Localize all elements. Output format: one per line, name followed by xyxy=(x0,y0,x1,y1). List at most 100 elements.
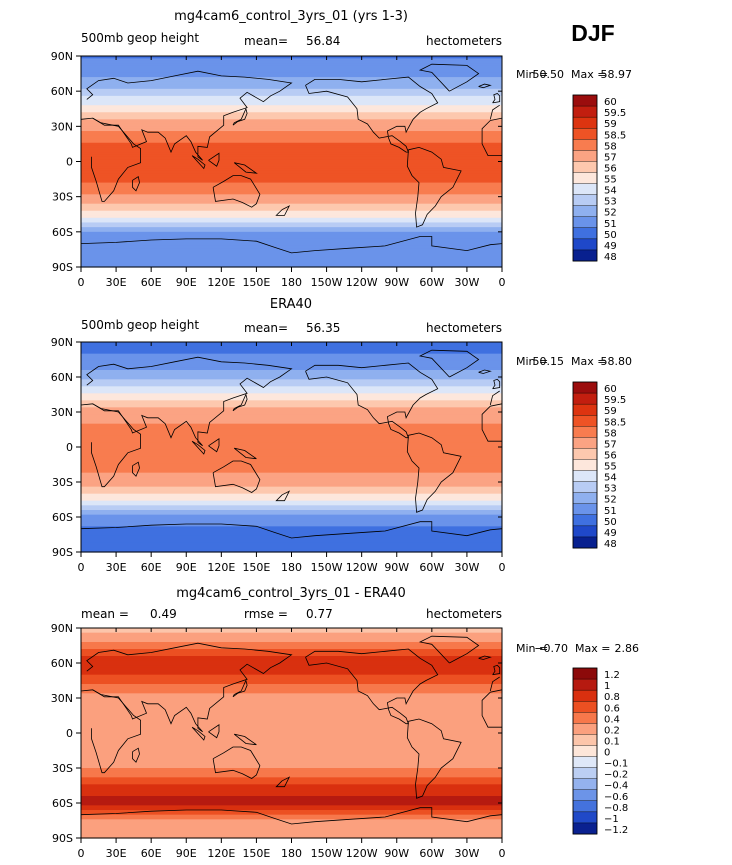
colorbar-label: 53 xyxy=(604,197,617,208)
x-tick-label: 180 xyxy=(281,561,302,574)
coastline xyxy=(418,635,480,664)
field-band xyxy=(81,234,502,238)
colorbar-label: 59.5 xyxy=(604,108,626,119)
field-band xyxy=(81,742,502,746)
panel-model: mg4cam6_control_3yrs_01 (yrs 1-3) 500mb … xyxy=(51,9,632,289)
field-band xyxy=(81,479,502,483)
field-band xyxy=(81,709,502,713)
field-band xyxy=(81,712,502,715)
field-band xyxy=(81,400,502,404)
field-band xyxy=(81,435,502,439)
field-band xyxy=(81,740,502,743)
field-band xyxy=(81,175,502,179)
field-band xyxy=(81,649,502,652)
field-band xyxy=(81,637,502,641)
field-band xyxy=(81,187,502,191)
x-tick-label: 30W xyxy=(454,561,479,574)
field-band xyxy=(81,114,502,118)
colorbar-swatch xyxy=(572,767,598,780)
coastline xyxy=(212,746,261,779)
coastline xyxy=(80,70,500,161)
max-value: 2.86 xyxy=(615,642,640,655)
field-band xyxy=(81,360,502,364)
colorbar-frame xyxy=(572,667,598,835)
colorbar-label: −1.2 xyxy=(604,825,628,836)
field-band xyxy=(81,208,502,212)
min-value: 50.15 xyxy=(533,355,565,368)
field-band xyxy=(81,526,502,530)
field-band xyxy=(81,140,502,144)
field-band xyxy=(81,112,502,116)
x-tick-label: 90E xyxy=(176,561,197,574)
field-band xyxy=(81,730,502,734)
colorbar-swatch xyxy=(572,150,598,162)
field-band xyxy=(81,831,502,834)
field-band xyxy=(81,159,502,163)
field-band xyxy=(81,549,502,553)
colorbar-label: 56 xyxy=(604,163,617,174)
field-band xyxy=(81,496,502,499)
x-tick-label: 60W xyxy=(419,847,444,860)
field-band xyxy=(81,451,502,455)
coastline xyxy=(478,655,492,660)
colorbar-label: −0.6 xyxy=(604,792,628,803)
field-label: 500mb geop height xyxy=(81,318,199,332)
colorbar-swatch xyxy=(572,161,598,173)
field-band xyxy=(81,156,502,160)
colorbar-swatch xyxy=(572,392,598,405)
field-band xyxy=(81,814,502,818)
field-band xyxy=(81,775,502,778)
coastline xyxy=(208,724,220,739)
coastline xyxy=(80,356,500,447)
x-tick-label: 150E xyxy=(242,847,270,860)
coastline xyxy=(418,349,480,378)
coastlines xyxy=(80,63,503,254)
y-tick-label: 90S xyxy=(52,832,73,845)
field-band xyxy=(81,201,502,205)
field-band xyxy=(81,131,502,134)
field-band xyxy=(81,761,502,764)
mean-label: mean= xyxy=(244,34,288,48)
x-tick-label: 150E xyxy=(242,561,270,574)
coastline xyxy=(275,490,291,502)
field-band xyxy=(81,656,502,659)
colorbar-label: 48 xyxy=(604,539,617,550)
panel-obs: ERA40 500mb geop height mean= 56.35 hect… xyxy=(51,297,632,574)
field-band xyxy=(81,833,502,837)
rmse-value: 0.77 xyxy=(306,607,333,621)
y-tick-label: 30N xyxy=(51,406,73,419)
y-tick-label: 90S xyxy=(52,546,73,559)
field-band xyxy=(81,203,502,207)
field-band xyxy=(81,698,502,701)
y-tick-label: 90N xyxy=(51,622,73,635)
field-band xyxy=(81,793,502,797)
field-band xyxy=(81,798,502,802)
field-band xyxy=(81,236,502,240)
field-band xyxy=(81,245,502,249)
colorbar-label: 51 xyxy=(604,506,617,517)
field-band xyxy=(81,468,502,471)
mean-value: 56.84 xyxy=(306,34,340,48)
map-plot: 0 30E 60E 90E 120E 150E 180 150W 120W 90W 60W 30W 09… xyxy=(51,50,506,289)
x-tick-label: 0 xyxy=(78,847,85,860)
field-band xyxy=(81,356,502,359)
field-band xyxy=(81,770,502,774)
field-band xyxy=(81,77,502,81)
field-band xyxy=(81,398,502,401)
field-band xyxy=(81,370,502,373)
min-value: 50.50 xyxy=(533,68,565,81)
field-band xyxy=(81,510,502,513)
field-band xyxy=(81,346,502,350)
field-bands xyxy=(81,628,502,839)
x-tick-label: 150E xyxy=(242,276,270,289)
field-band xyxy=(81,152,502,156)
field-band xyxy=(81,723,502,727)
field-band xyxy=(81,72,502,76)
field-band xyxy=(81,635,502,638)
x-tick-label: 0 xyxy=(78,276,85,289)
field-band xyxy=(81,688,502,692)
field-band xyxy=(81,684,502,687)
field-band xyxy=(81,477,502,481)
field-band xyxy=(81,791,502,795)
coastline xyxy=(80,236,503,254)
